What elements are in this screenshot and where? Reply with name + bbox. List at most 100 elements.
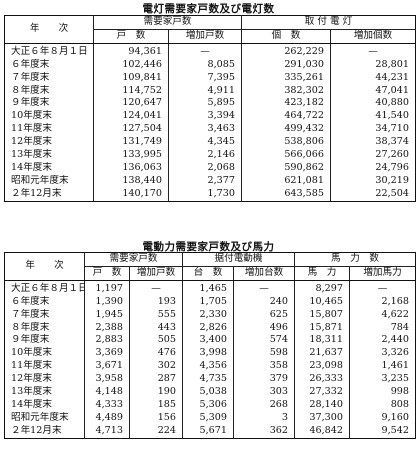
table-row: 12年度末 3,958 287 4,735 379 26,333 3,235 [5,373,416,387]
value-cell: 10,465 [294,295,350,309]
table1-body: 大正６年８月１日 94,361—262,229—６年度末 102,446 8,085 2… [5,43,416,202]
value-cell: 1,465 [182,280,234,296]
value-cell: 138,440 [93,174,169,188]
table-row: ２年12月末 4,713 224 5,671 362 46,842 9,542 [5,424,416,439]
value-cell: 34,710 [330,123,416,137]
value-cell: 4,148 [84,386,130,399]
value-cell: 240 [233,295,295,309]
value-cell: 1,390 [84,295,130,309]
row-year-cell: 大正６年８月１日 [11,282,85,294]
row-year-cell: 10年度末 [11,347,52,359]
value-cell: 268 [233,398,295,412]
value-cell: 156 [129,411,183,425]
row-year-cell: 大正６年８月１日 [11,45,88,57]
value-cell: 3,400 [182,334,234,348]
value-cell: 590,862 [241,161,331,175]
value-cell: 598 [233,347,295,361]
col-header-horsepower-increase: 増加馬力 [349,266,416,281]
value-cell: 26,333 [294,373,350,387]
value-cell: 643,585 [241,187,331,202]
value-cell: 127,504 [93,123,169,137]
value-cell: 4,735 [182,373,234,387]
value-cell: 998 [349,386,416,399]
value-cell: 94,361 [93,43,169,59]
value-cell: 3,394 [168,110,242,124]
value-cell: 224 [129,424,183,439]
value-cell: 4,911 [168,84,242,98]
value-cell: 4,622 [349,308,416,322]
table-row: ６年度末 1,390 193 1,705 240 10,465 2,168 [5,295,416,309]
value-cell: 3,463 [168,123,242,137]
value-cell: 1,461 [349,360,416,374]
row-year-cell: ６年度末 [11,58,50,70]
value-cell: 2,377 [168,174,242,188]
value-cell: 464,722 [241,110,331,124]
row-year-cell: 14年度末 [11,398,52,410]
table2-title: 電動力需要家戸数及び馬力 [142,241,275,253]
value-cell: 3,671 [84,360,130,374]
value-cell: — [129,280,183,296]
lighting-table: 年 次 需要家戸数 取 付 電 灯 戸 数 増加戸数 個 数 増加個数 大正６年… [4,15,416,202]
value-cell: 2,068 [168,161,242,175]
value-cell: 538,806 [241,136,331,150]
value-cell: 9,160 [349,411,416,425]
value-cell: 7,395 [168,71,242,85]
row-year-cell: ６年度末 [11,295,50,307]
value-cell: 2,440 [349,334,416,348]
value-cell: 621,081 [241,174,331,188]
value-cell: 140,170 [93,187,169,202]
table-row: 12年度末 131,749 4,345 538,806 38,374 [5,136,416,150]
value-cell: 2,883 [84,334,130,348]
row-year-cell: 昭和元年度末 [11,411,69,423]
table-row: ９年度末 2,883 505 3,400 574 18,311 2,440 [5,334,416,348]
value-cell: 28,140 [294,398,350,412]
table-row: 11年度末 3,671 302 4,356 358 23,098 1,461 [5,360,416,374]
value-cell: 1,945 [84,308,130,322]
value-cell: 443 [129,321,183,335]
value-cell: 8,297 [294,280,350,296]
value-cell: 291,030 [241,58,331,72]
row-year-cell: 14年度末 [11,161,52,173]
value-cell: 120,647 [93,97,169,111]
group-header-horsepower: 馬 力 数 [294,252,416,267]
value-cell: 4,356 [182,360,234,374]
value-cell: 131,749 [93,136,169,150]
value-cell: 808 [349,398,416,412]
value-cell: 5,671 [182,424,234,439]
value-cell: 423,182 [241,97,331,111]
value-cell: 185 [129,398,183,412]
value-cell: — [233,280,295,296]
value-cell: 114,752 [93,84,169,98]
value-cell: 27,260 [330,149,416,162]
value-cell: 1,705 [182,295,234,309]
table-row: ２年12月末 140,170 1,730 643,585 22,504 [5,187,416,202]
value-cell: — [330,43,416,59]
value-cell: 41,540 [330,110,416,124]
row-year-cell: 12年度末 [11,373,52,385]
col-header-lamps: 個 数 [241,29,331,44]
value-cell: 47,041 [330,84,416,98]
table-row: 13年度末 133,995 2,146 566,066 27,260 [5,149,416,162]
row-year-cell: 13年度末 [11,149,52,161]
col-header-lamp-increase: 増加個数 [330,29,416,44]
table-row: ８年度末 2,388 443 2,826 496 15,871 784 [5,321,416,335]
value-cell: 8,085 [168,58,242,72]
value-cell: 15,871 [294,321,350,335]
year-header: 年 次 [4,252,85,281]
table-row: ６年度末 102,446 8,085 291,030 28,801 [5,58,416,72]
col-header-household-increase: 増加戸数 [168,29,242,44]
value-cell: 2,168 [349,295,416,309]
value-cell: 5,306 [182,398,234,412]
year-header: 年 次 [4,15,94,44]
table-row: ９年度末 120,647 5,895 423,182 40,880 [5,97,416,111]
col-header-motors: 台 数 [182,266,234,281]
value-cell: 193 [129,295,183,309]
row-year-cell: ９年度末 [11,97,50,109]
value-cell: 190 [129,386,183,399]
value-cell: 3 [233,411,295,425]
value-cell: 5,038 [182,386,234,399]
table-row: ７年度末 1,945 555 2,330 625 15,807 4,622 [5,308,416,322]
value-cell: 303 [233,386,295,399]
value-cell: 21,637 [294,347,350,361]
